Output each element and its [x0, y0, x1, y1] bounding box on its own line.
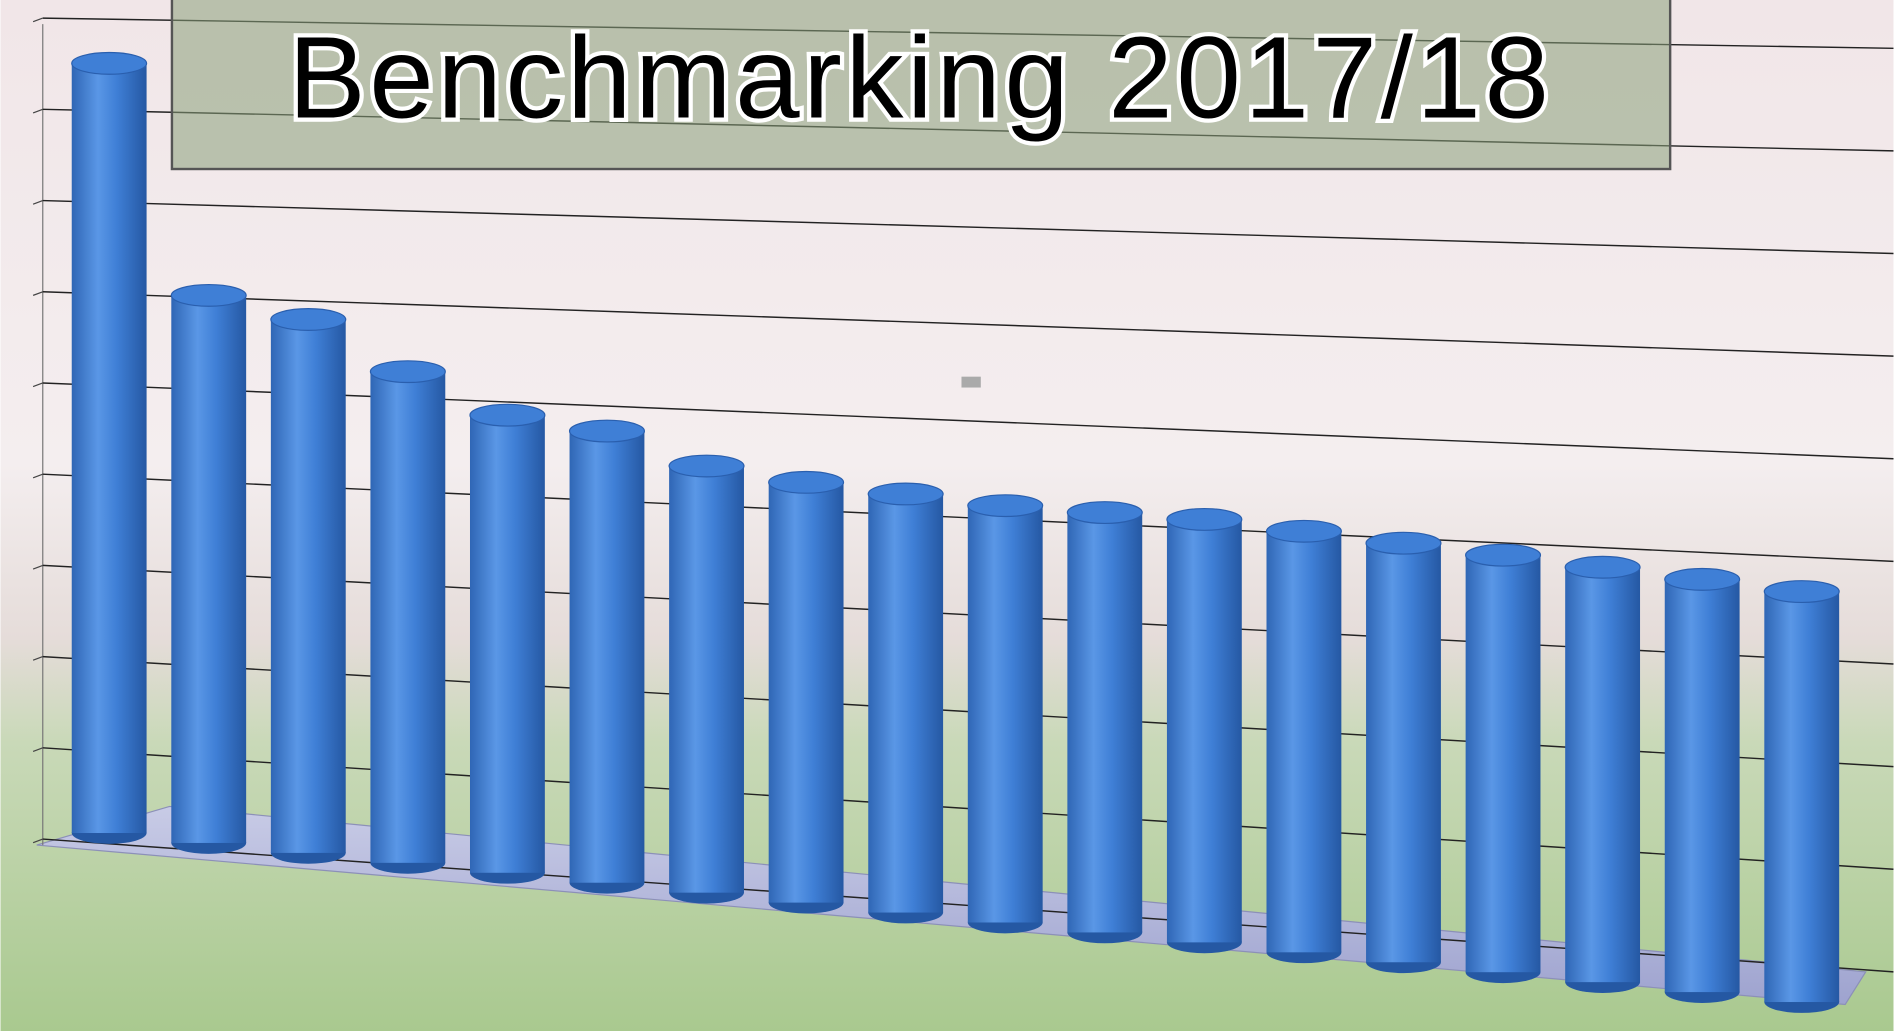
bar-top	[369, 360, 446, 384]
bar	[1265, 519, 1342, 964]
marker	[961, 376, 981, 388]
bar	[170, 283, 247, 854]
bar-top	[1664, 567, 1741, 591]
y-tick	[32, 17, 43, 23]
bar-top	[668, 454, 745, 478]
bar-body	[868, 493, 944, 913]
bar-body	[1465, 555, 1541, 973]
bar-body	[171, 295, 247, 843]
bar-top	[1265, 519, 1342, 543]
bar-top	[71, 51, 148, 75]
bar-body	[1664, 579, 1740, 993]
bar-top	[1066, 501, 1143, 525]
bar-top	[170, 283, 247, 307]
bar-top	[1166, 507, 1243, 531]
bar	[369, 360, 446, 874]
y-tick	[32, 656, 43, 661]
bar	[71, 51, 148, 844]
bar	[867, 482, 944, 924]
bar	[1465, 543, 1542, 984]
bar-body	[469, 415, 545, 873]
bar	[768, 470, 845, 914]
bar-body	[967, 505, 1043, 923]
bar-body	[1067, 512, 1143, 933]
bar-top	[1763, 580, 1840, 604]
bar-top	[768, 470, 845, 494]
bar	[270, 308, 347, 864]
bar-top	[1465, 543, 1542, 567]
bar	[1564, 555, 1641, 994]
bar-body	[370, 371, 446, 863]
y-tick	[32, 291, 43, 296]
y-tick	[32, 838, 43, 844]
grid-line	[42, 291, 1894, 357]
title-box	[170, 0, 1672, 171]
y-tick	[32, 199, 43, 205]
bar-top	[1365, 531, 1442, 555]
bar-body	[1764, 591, 1840, 1003]
bar	[1166, 507, 1243, 954]
bar-top	[967, 494, 1044, 518]
bar-body	[1166, 519, 1242, 943]
y-tick	[32, 382, 43, 388]
bar	[1664, 567, 1741, 1003]
y-tick	[32, 564, 43, 570]
bar-body	[569, 431, 645, 883]
chart-title: Benchmarking 2017/18	[288, 13, 1552, 143]
bar-body	[669, 466, 744, 893]
bar	[469, 403, 546, 884]
bar	[568, 419, 646, 894]
bar	[1763, 580, 1840, 1013]
y-tick	[32, 108, 43, 114]
bar-body	[270, 319, 346, 853]
bars	[71, 51, 1840, 1013]
bar	[1365, 531, 1442, 974]
bar-body	[1266, 531, 1342, 953]
bar	[967, 494, 1044, 934]
grid-line	[42, 382, 1894, 460]
bar-body	[768, 482, 844, 903]
bar-top	[270, 308, 347, 331]
bar-top	[469, 403, 546, 427]
bar	[668, 454, 745, 904]
y-tick	[32, 473, 43, 479]
bar-body	[71, 63, 147, 834]
bar-top	[568, 419, 646, 443]
y-tick	[32, 747, 43, 753]
grid-line	[42, 199, 1894, 255]
bar-body	[1366, 543, 1441, 963]
bar	[1066, 501, 1143, 944]
bar-body	[1565, 567, 1641, 983]
bar-top	[867, 482, 944, 506]
bar-top	[1564, 555, 1641, 579]
